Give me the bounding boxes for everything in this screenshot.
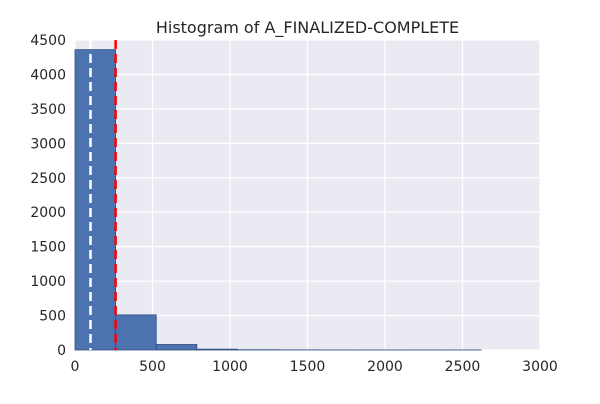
chart-title: Histogram of A_FINALIZED-COMPLETE (156, 18, 459, 38)
y-tick-label: 3500 (30, 102, 66, 118)
y-tick-label: 4000 (30, 67, 66, 83)
x-tick-label: 0 (71, 359, 80, 375)
x-tick-label: 2000 (367, 359, 403, 375)
x-tick-label: 1000 (212, 359, 248, 375)
x-tick-label: 2500 (445, 359, 481, 375)
y-tick-label: 1000 (30, 274, 66, 290)
x-tick-label: 1500 (290, 359, 326, 375)
histogram-bar (116, 315, 157, 350)
y-tick-label: 2000 (30, 205, 66, 221)
x-tick-label: 3000 (522, 359, 558, 375)
histogram-bar (156, 344, 197, 350)
histogram-bar (197, 349, 238, 350)
y-tick-label: 3000 (30, 136, 66, 152)
y-tick-label: 1500 (30, 240, 66, 256)
x-tick-label: 500 (139, 359, 166, 375)
y-tick-label: 500 (39, 309, 66, 325)
y-tick-label: 0 (57, 343, 66, 359)
histogram-bar (75, 50, 116, 350)
y-tick-label: 4500 (30, 33, 66, 49)
y-tick-label: 2500 (30, 171, 66, 187)
